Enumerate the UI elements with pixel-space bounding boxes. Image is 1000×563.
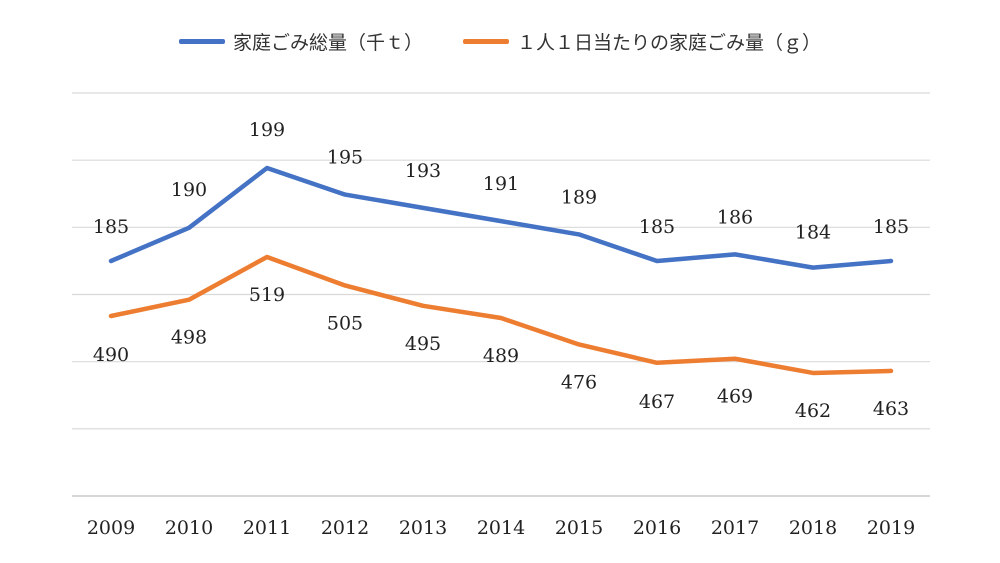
- series-line-total: [108, 165, 894, 270]
- data-label-total: 191: [483, 173, 519, 195]
- data-label-per-person: 469: [717, 386, 753, 408]
- data-label-total: 193: [405, 160, 441, 182]
- x-tick-label: 2012: [321, 517, 369, 539]
- x-tick-label: 2010: [165, 517, 213, 539]
- data-label-total: 185: [873, 216, 909, 238]
- data-label-per-person: 467: [639, 391, 675, 413]
- legend-item-total: 家庭ごみ総量（千ｔ）: [178, 28, 423, 55]
- data-label-per-person: 498: [171, 327, 207, 349]
- data-label-per-person: 476: [561, 371, 597, 393]
- x-tick-label: 2015: [555, 517, 603, 539]
- data-label-per-person: 462: [795, 400, 831, 422]
- x-tick-label: 2018: [789, 517, 837, 539]
- x-tick-label: 2019: [867, 517, 915, 539]
- legend-swatch-per-person: [463, 39, 509, 44]
- data-label-per-person: 489: [483, 345, 519, 367]
- data-label-per-person: 505: [327, 312, 363, 334]
- x-tick-label: 2016: [633, 517, 681, 539]
- legend-label-per-person: １人１日当たりの家庭ごみ量（ｇ）: [517, 32, 822, 54]
- data-label-per-person: 463: [873, 398, 909, 420]
- legend: 家庭ごみ総量（千ｔ） １人１日当たりの家庭ごみ量（ｇ）: [0, 28, 1000, 55]
- data-label-total: 186: [717, 206, 753, 228]
- legend-item-per-person: １人１日当たりの家庭ごみ量（ｇ）: [463, 28, 821, 55]
- x-tick-label: 2013: [399, 517, 447, 539]
- x-tick-label: 2017: [711, 517, 759, 539]
- data-label-per-person: 495: [405, 333, 441, 355]
- x-tick-label: 2014: [477, 517, 525, 539]
- x-tick-label: 2011: [243, 517, 291, 539]
- data-label-total: 189: [561, 186, 597, 208]
- data-label-per-person: 490: [93, 344, 129, 366]
- legend-swatch-total: [178, 39, 225, 44]
- data-label-per-person: 519: [249, 284, 285, 306]
- data-label-total: 190: [171, 179, 207, 201]
- series-line-per-person: [108, 254, 894, 376]
- legend-label-total: 家庭ごみ総量（千ｔ）: [232, 32, 423, 54]
- data-label-total: 185: [93, 216, 129, 238]
- data-label-total: 185: [639, 216, 675, 238]
- data-label-total: 195: [327, 147, 363, 169]
- data-label-total: 184: [795, 222, 831, 244]
- data-label-total: 199: [249, 119, 285, 141]
- x-tick-label: 2009: [87, 517, 135, 539]
